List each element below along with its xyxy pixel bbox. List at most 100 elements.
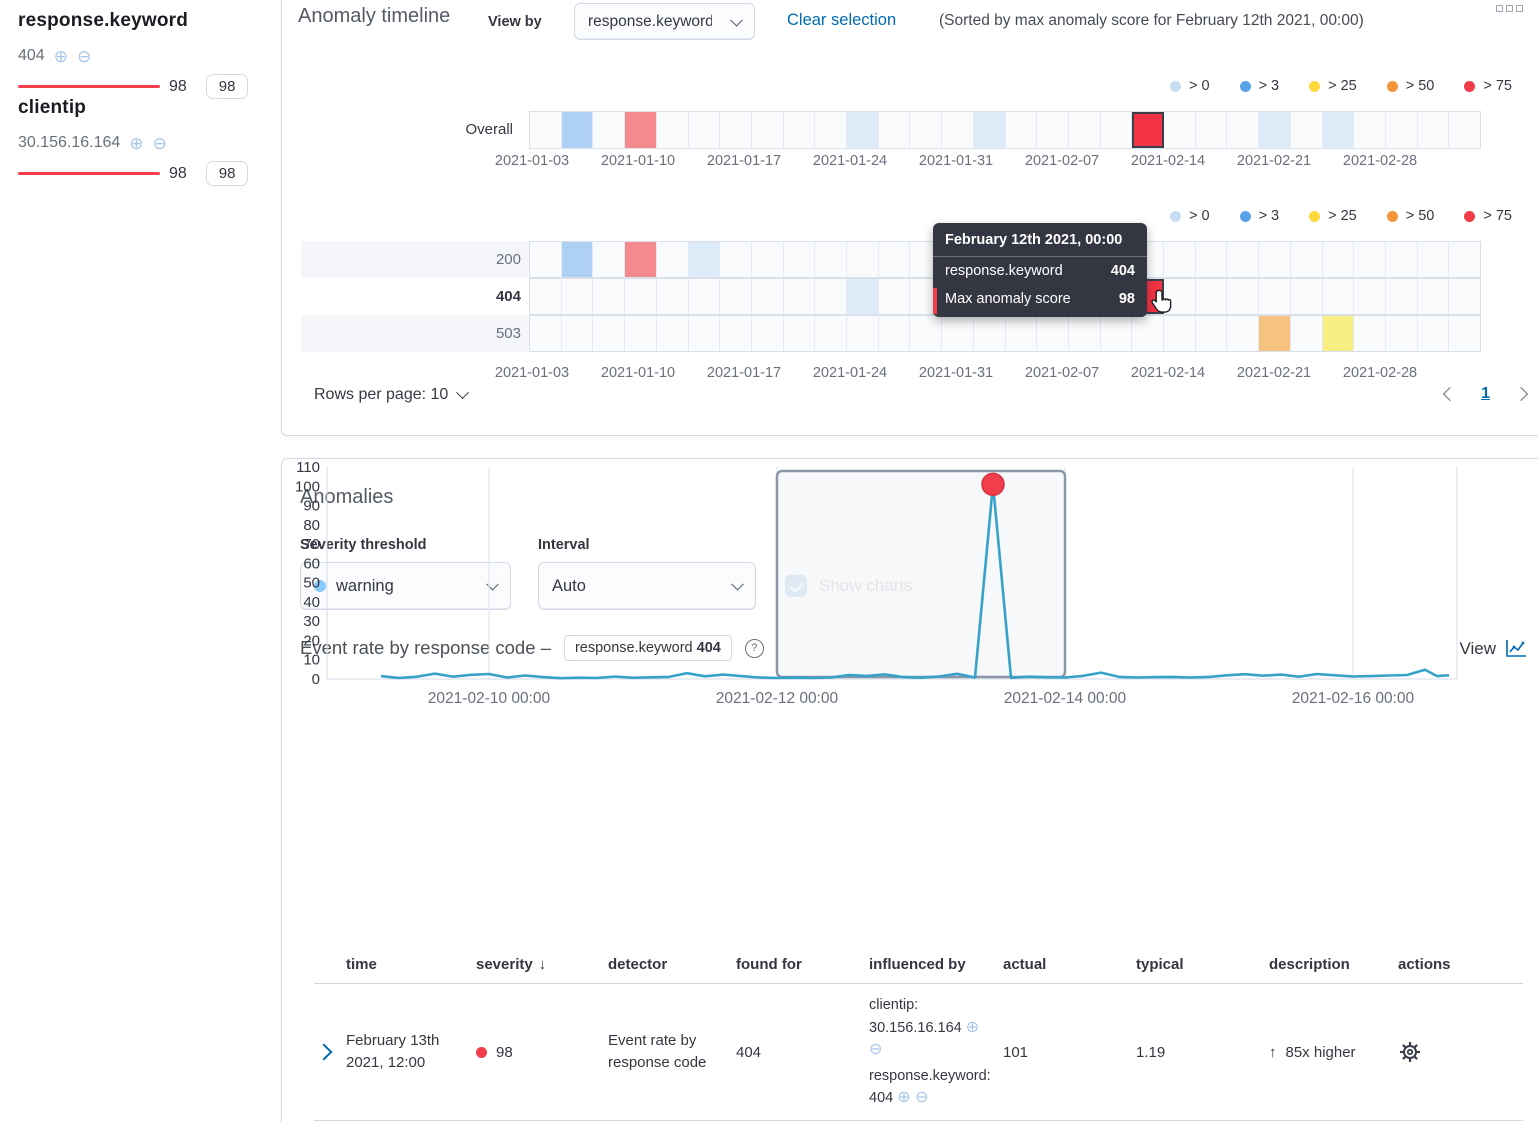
swimlane-cell[interactable] bbox=[1227, 279, 1260, 314]
swimlane-cell[interactable] bbox=[1449, 279, 1481, 314]
swimlane-cell[interactable] bbox=[878, 112, 911, 148]
swimlane-cell[interactable] bbox=[625, 112, 657, 148]
swimlane-cell[interactable] bbox=[1195, 316, 1228, 351]
swimlane-cell[interactable] bbox=[720, 112, 752, 148]
swimlane-cell[interactable] bbox=[1195, 112, 1228, 148]
swimlane-cell[interactable] bbox=[815, 316, 848, 351]
swimlane-cell[interactable] bbox=[1449, 242, 1481, 277]
swimlane-cell[interactable] bbox=[1259, 316, 1291, 351]
previous-page-icon[interactable] bbox=[1443, 386, 1458, 402]
swimlane-cell[interactable] bbox=[1385, 112, 1418, 148]
swimlane-cell[interactable] bbox=[720, 242, 752, 277]
column-header-description[interactable]: description bbox=[1269, 956, 1350, 973]
swimlane-cell[interactable] bbox=[656, 112, 689, 148]
swimlane-cell[interactable] bbox=[593, 279, 626, 314]
swimlane-cell[interactable] bbox=[530, 112, 562, 148]
swimlane-cell[interactable] bbox=[561, 242, 594, 277]
swimlane-cell[interactable] bbox=[1068, 316, 1101, 351]
swimlane-cell[interactable] bbox=[625, 279, 657, 314]
swimlane-cell[interactable] bbox=[847, 242, 879, 277]
column-header-severity[interactable]: severity ↓ bbox=[476, 956, 547, 973]
swimlane-cell[interactable] bbox=[847, 279, 879, 314]
swimlane-row-label-503[interactable]: 503 bbox=[301, 315, 529, 352]
swimlane-cell[interactable] bbox=[878, 316, 911, 351]
column-header-time[interactable]: time bbox=[346, 956, 377, 973]
swimlane-cell[interactable] bbox=[656, 316, 689, 351]
swimlane-cell[interactable] bbox=[751, 316, 784, 351]
plus-filter-icon[interactable]: ⊕ bbox=[53, 46, 68, 66]
swimlane-cell[interactable] bbox=[593, 112, 626, 148]
swimlane-cell[interactable] bbox=[1290, 112, 1323, 148]
swimlane-cell[interactable] bbox=[942, 316, 974, 351]
minus-filter-icon[interactable]: ⊖ bbox=[76, 46, 92, 66]
swimlane-cell[interactable] bbox=[720, 316, 752, 351]
swimlane-cell[interactable] bbox=[530, 279, 562, 314]
row-actions-gear-icon[interactable] bbox=[1398, 1040, 1422, 1064]
swimlane-cell[interactable] bbox=[1100, 316, 1133, 351]
swimlane-cell[interactable] bbox=[783, 112, 816, 148]
chart-filter-badge[interactable]: response.keyword 404 bbox=[563, 635, 732, 661]
swimlane-cell[interactable] bbox=[530, 316, 562, 351]
swimlane-row-label-404[interactable]: 404 bbox=[301, 278, 529, 315]
swimlane-cell[interactable] bbox=[530, 242, 562, 277]
swimlane-cell[interactable] bbox=[1290, 316, 1323, 351]
swimlane-cell[interactable] bbox=[910, 112, 943, 148]
swimlane-cell[interactable] bbox=[1322, 279, 1355, 314]
influencer-value[interactable]: 404 bbox=[18, 47, 45, 64]
swimlane-cell[interactable] bbox=[751, 242, 784, 277]
swimlane-cell[interactable] bbox=[1354, 279, 1386, 314]
swimlane-cell[interactable] bbox=[783, 316, 816, 351]
swimlane-cell[interactable] bbox=[1259, 279, 1291, 314]
swimlane-cell[interactable] bbox=[1385, 316, 1418, 351]
swimlane-cell[interactable] bbox=[656, 242, 689, 277]
swimlane-cell[interactable] bbox=[1417, 279, 1450, 314]
swimlane-cell[interactable] bbox=[688, 242, 721, 277]
swimlane-cell[interactable] bbox=[910, 316, 943, 351]
column-header-typical[interactable]: typical bbox=[1136, 956, 1184, 973]
column-header-detector[interactable]: detector bbox=[608, 956, 668, 973]
swimlane-cell[interactable] bbox=[847, 112, 879, 148]
severity-threshold-select[interactable]: warning bbox=[300, 562, 511, 610]
swimlane-cell[interactable] bbox=[1322, 242, 1355, 277]
help-icon[interactable]: ? bbox=[744, 638, 764, 658]
swimlane-cell[interactable] bbox=[1322, 316, 1355, 351]
swimlane-cell[interactable] bbox=[656, 279, 689, 314]
swimlane-cell[interactable] bbox=[1227, 242, 1260, 277]
panel-options-icon[interactable] bbox=[1496, 5, 1523, 12]
swimlane-cell[interactable] bbox=[815, 112, 848, 148]
expand-row-icon[interactable] bbox=[315, 1043, 333, 1061]
swimlane-cell[interactable] bbox=[783, 279, 816, 314]
swimlane-cell[interactable] bbox=[593, 316, 626, 351]
column-header-found-for[interactable]: found for bbox=[736, 956, 802, 973]
swimlane-cell[interactable] bbox=[1449, 316, 1481, 351]
swimlane-cell[interactable] bbox=[942, 112, 974, 148]
swimlane-cell[interactable] bbox=[688, 279, 721, 314]
column-header-actual[interactable]: actual bbox=[1003, 956, 1047, 973]
swimlane-cell[interactable] bbox=[815, 279, 848, 314]
swimlane-cell[interactable] bbox=[1417, 242, 1450, 277]
swimlane-cell[interactable] bbox=[1290, 242, 1323, 277]
plus-filter-icon[interactable]: ⊕ bbox=[897, 1089, 911, 1107]
swimlane-cell[interactable] bbox=[751, 112, 784, 148]
swimlane-cell[interactable] bbox=[720, 279, 752, 314]
swimlane-cell[interactable] bbox=[1322, 112, 1355, 148]
swimlane-cell[interactable] bbox=[847, 316, 879, 351]
column-header-influenced-by[interactable]: influenced by bbox=[869, 956, 966, 973]
swimlane-cell[interactable] bbox=[1005, 112, 1038, 148]
influencer-value[interactable]: 30.156.16.164 bbox=[18, 134, 121, 151]
swimlane-cell[interactable] bbox=[1417, 316, 1450, 351]
swimlane-cell[interactable] bbox=[1354, 242, 1386, 277]
anomaly-marker-dot[interactable] bbox=[981, 472, 1005, 497]
swimlane-cell[interactable] bbox=[1037, 316, 1069, 351]
swimlane-cell[interactable] bbox=[1068, 112, 1101, 148]
swimlane-cell[interactable] bbox=[1227, 112, 1260, 148]
swimlane-cell[interactable] bbox=[1132, 316, 1165, 351]
swimlane-cell[interactable] bbox=[878, 242, 911, 277]
swimlane-cell[interactable] bbox=[1385, 279, 1418, 314]
plus-filter-icon[interactable]: ⊕ bbox=[129, 133, 144, 153]
swimlane-cell[interactable] bbox=[1290, 279, 1323, 314]
swimlane-cell[interactable] bbox=[815, 242, 848, 277]
chart-selection-rect[interactable] bbox=[775, 469, 1067, 679]
swimlane-cell[interactable] bbox=[1164, 316, 1196, 351]
swimlane-cell[interactable] bbox=[625, 316, 657, 351]
